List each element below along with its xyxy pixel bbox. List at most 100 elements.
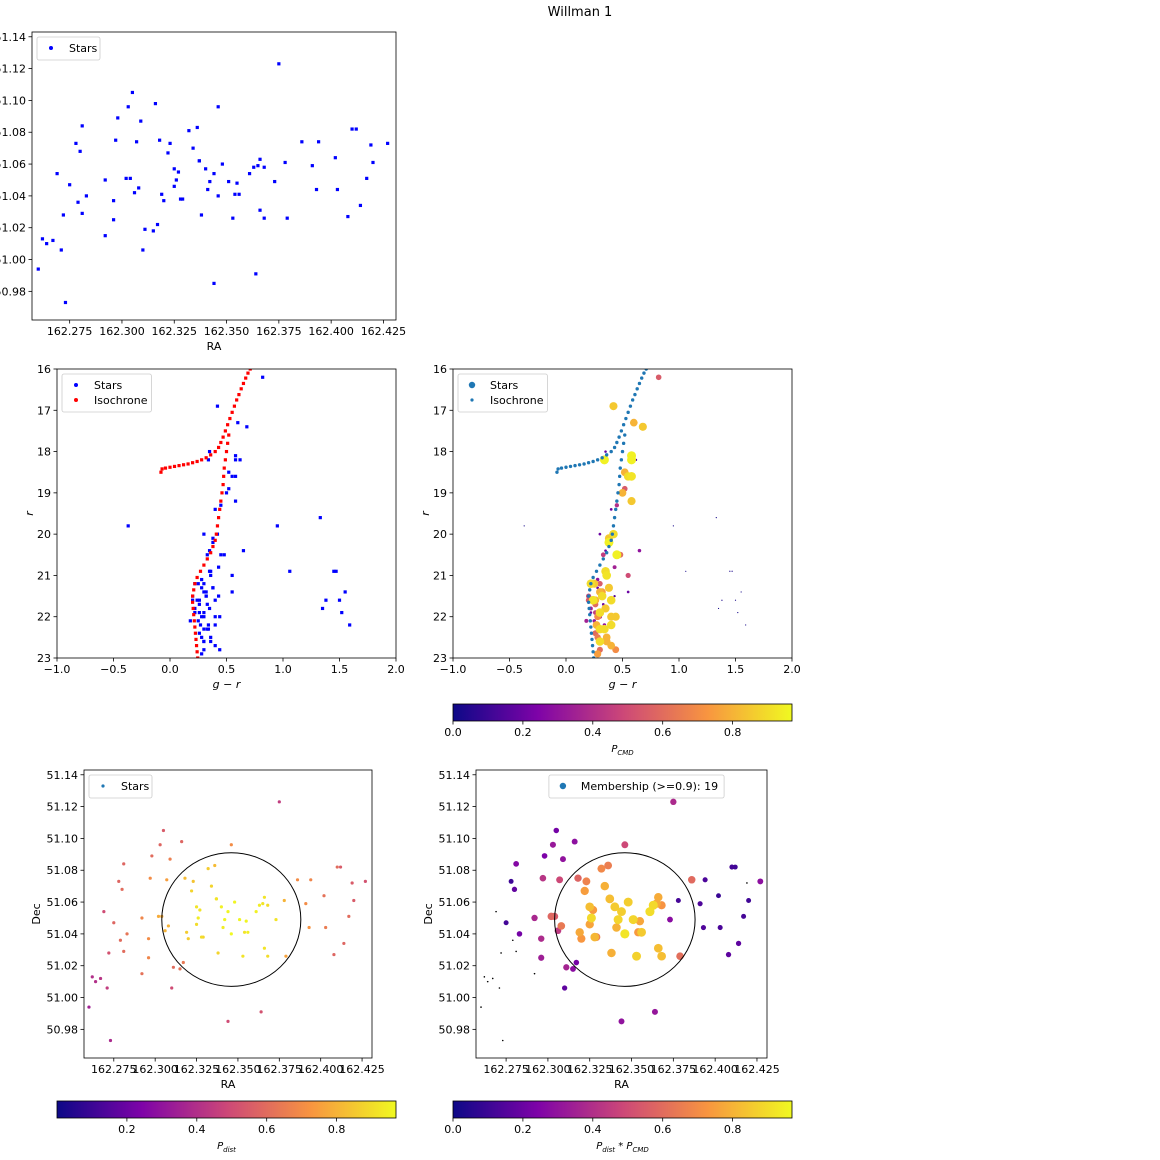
- cmd-isochrone-point: [244, 376, 248, 380]
- cmd-star-point: [209, 639, 213, 644]
- cmd-ytick-label: 23: [37, 652, 51, 665]
- sky-star-point: [139, 119, 143, 123]
- cmd_pcmd-ytick-label: 18: [433, 446, 447, 459]
- sky-pdist-star-point: [229, 932, 233, 936]
- cmd-star-point: [211, 586, 215, 590]
- sky-star-point: [369, 143, 373, 147]
- cmd-isochrone-point: [211, 544, 215, 549]
- cmd-pcmd-isochrone-point: [590, 643, 595, 648]
- cmd-isochrone-point: [239, 387, 243, 391]
- cmd-pcmd-star-point: [613, 594, 616, 598]
- cmd-pcmd-star-point: [717, 607, 720, 610]
- cmd-pcmd-isochrone-point: [626, 410, 630, 415]
- sky-legend-label: Stars: [69, 42, 98, 55]
- cmd-pcmd-isochrone-point: [609, 538, 613, 543]
- cmd-star-point: [202, 648, 206, 652]
- cmd-isochrone-point: [202, 563, 206, 567]
- cmd-isochrone-point: [195, 575, 199, 580]
- sky-ytick-label: 51.06: [0, 158, 26, 171]
- cmd-star-point: [233, 454, 238, 458]
- sky-star-point: [199, 213, 204, 217]
- cmd-pcmd-isochrone-point: [555, 470, 559, 474]
- sky-pdist-star-point: [189, 889, 194, 893]
- sky-star-point: [174, 178, 178, 182]
- cmd_pcmd-xtick-label: 0.5: [614, 663, 632, 676]
- cmd-pcmd-isochrone-point: [586, 461, 591, 465]
- cmd-pcmd-isochrone-point: [564, 465, 568, 469]
- cmd-xtick-label: 2.0: [387, 663, 405, 676]
- sky-star-point: [153, 102, 158, 106]
- sky-members-star-point: [676, 952, 684, 960]
- cmd-pcmd-star-point: [611, 612, 620, 621]
- sky-pdist-star-point: [191, 879, 195, 883]
- cmd-pcmd-isochrone-point: [619, 429, 624, 433]
- sky-pdist-star-point: [304, 902, 308, 906]
- sky-pdist-star-point: [213, 863, 217, 868]
- sky_members-frame: [475, 769, 768, 1059]
- sky-pdist-star-point: [198, 908, 202, 912]
- sky-pdist-star-point: [185, 930, 189, 934]
- sky-members-star-point: [617, 907, 626, 917]
- cmd-xtick-label: 0.0: [161, 663, 179, 676]
- cmd-pcmd-star-point: [612, 565, 617, 570]
- cmd-pcmd-star-point: [600, 552, 606, 558]
- cmd-xtick-label: −0.5: [100, 663, 127, 676]
- sky-star-point: [126, 105, 130, 109]
- sky-pdist-star-point: [226, 910, 230, 914]
- cmd-pcmd-star-point: [584, 618, 589, 623]
- cmd-isochrone-point: [186, 462, 190, 466]
- sky-xtick-label: 162.275: [47, 325, 93, 338]
- cmd-star-point: [197, 631, 201, 635]
- cmd-pcmd-star-point: [618, 488, 627, 497]
- cmd-star-point: [200, 635, 204, 639]
- cmd-isochrone-point: [213, 449, 217, 454]
- sky-pdist-star-point: [168, 857, 172, 861]
- sky-star-point: [61, 213, 65, 217]
- cmd-pcmd-isochrone-point: [621, 441, 626, 446]
- sky-members-star-point: [600, 881, 610, 891]
- sky-star-point: [237, 192, 241, 196]
- cmd-xtick-label: 0.5: [218, 663, 236, 676]
- sky_members-ytick-label: 51.14: [439, 769, 471, 782]
- cmd-isochrone-point: [226, 441, 230, 445]
- cmd-star-point: [202, 610, 206, 615]
- cmd-pcmd-star-point: [597, 580, 603, 587]
- cmd_pcmd-ytick-label: 23: [433, 652, 447, 665]
- cmd-pcmd-star-point: [598, 532, 602, 536]
- sky-star-point: [162, 199, 166, 203]
- cmd-pcmd-star-point: [612, 550, 622, 560]
- sky-members-star-point: [531, 914, 538, 922]
- sky-star-point: [176, 170, 181, 174]
- sky-members-star-point: [670, 798, 677, 806]
- sky-pdist-star-point: [183, 876, 187, 880]
- sky-star-point: [151, 229, 155, 233]
- cmd-star-point: [261, 375, 265, 379]
- sky-members-star-point: [500, 952, 502, 954]
- sky-members-star-point: [573, 959, 580, 966]
- sky-pdist-star-point: [150, 854, 154, 858]
- sky-star-point: [212, 281, 216, 286]
- sky-pdist-star-point: [266, 954, 270, 958]
- cmd-star-point: [211, 540, 215, 544]
- cmd_pcmd-colorbar-bar: [452, 703, 793, 722]
- cmd_pcmd-colorbar-tick-label: 0.6: [654, 726, 672, 739]
- sky-members-star-point: [483, 976, 486, 978]
- cmd-pcmd-star-point: [595, 608, 605, 617]
- sky_pdist-xtick-label: 162.325: [174, 1063, 220, 1076]
- sky-pdist-star-point: [261, 902, 265, 906]
- sky-star-point: [76, 200, 80, 204]
- sky-star-point: [231, 216, 235, 220]
- cmd-pcmd-isochrone-point: [630, 398, 635, 402]
- sky-pdist-star-point: [194, 922, 199, 926]
- cmd-star-point: [218, 615, 222, 619]
- sky_pdist-xtick-label: 162.300: [132, 1063, 178, 1076]
- cmd-star-point: [218, 648, 222, 652]
- cmd_pcmd-xtick-label: 1.0: [670, 663, 688, 676]
- cmd-isochrone-point: [163, 466, 168, 470]
- sky-members-star-point: [549, 841, 556, 848]
- sky-star-point: [160, 192, 164, 196]
- cmd_pcmd-colorbar-tick-label: 0.2: [514, 726, 532, 739]
- sky-members-star-point: [667, 916, 673, 923]
- sky-star-point: [36, 267, 40, 271]
- sky-members-star-point: [577, 934, 586, 943]
